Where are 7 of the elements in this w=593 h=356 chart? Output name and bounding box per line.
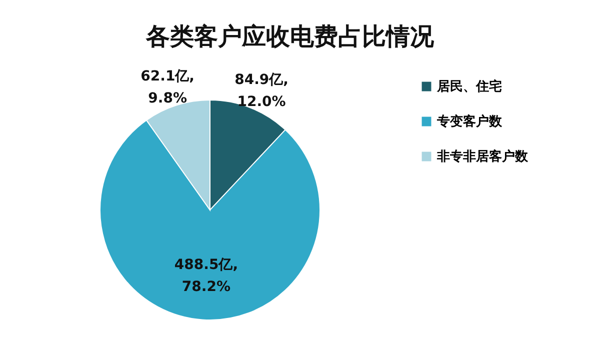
data-label: 488.5亿, 78.2%	[174, 256, 238, 295]
legend-label: 居民、住宅	[436, 78, 502, 94]
legend-label: 非专非居客户数	[436, 148, 529, 164]
legend-label: 专变客户数	[436, 114, 503, 130]
chart-title: 各类客户应收电费占比情况	[145, 22, 435, 51]
data-label: 84.9亿, 12.0%	[234, 72, 288, 110]
data-label: 62.1亿, 9.8%	[140, 68, 195, 107]
